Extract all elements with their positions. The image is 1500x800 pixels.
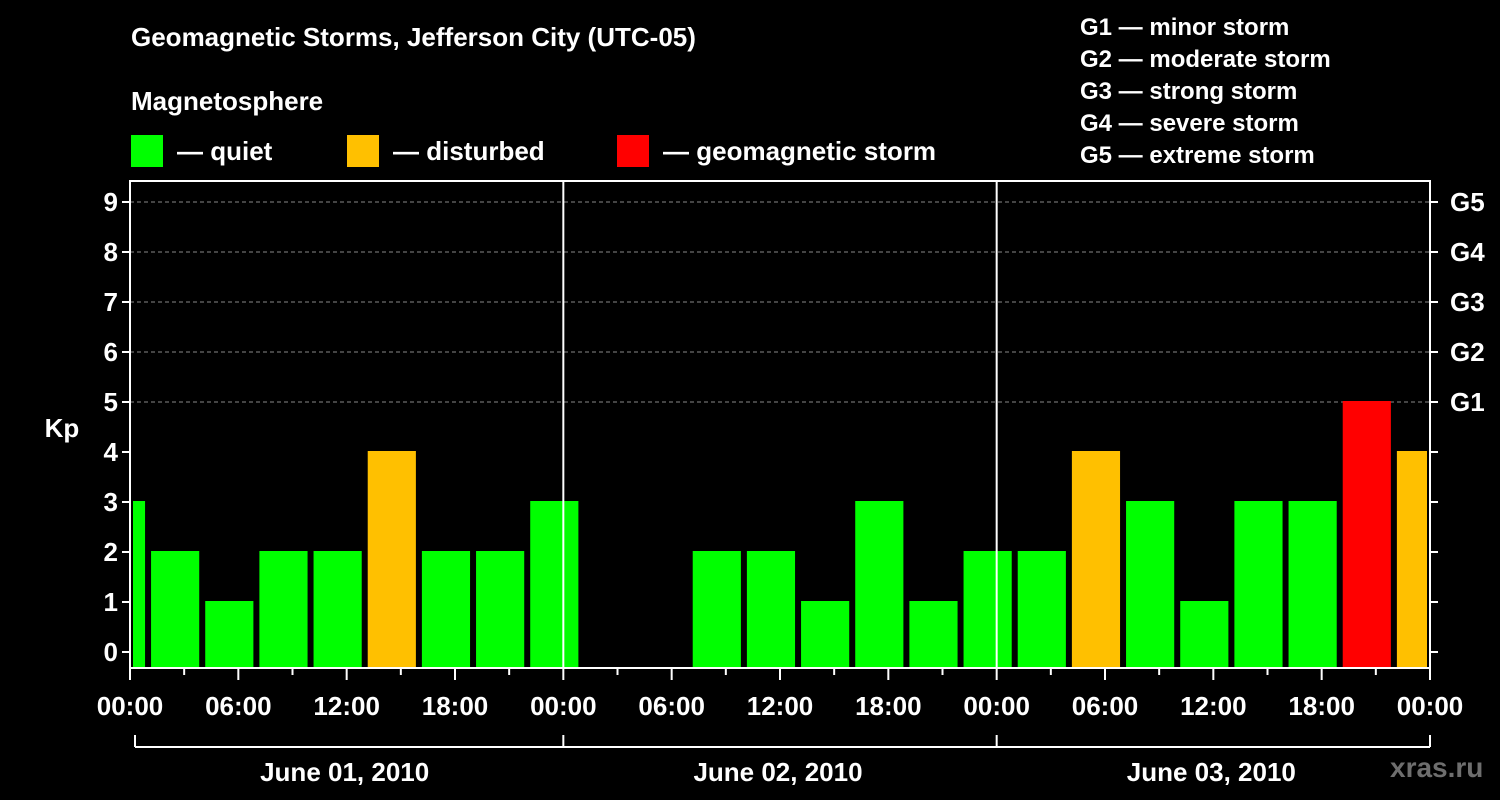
- xtick-label-0: 00:00: [97, 691, 164, 721]
- right-tick-label-g4: G4: [1450, 237, 1485, 267]
- storm-scale-g4: G4 — severe storm: [1080, 110, 1299, 137]
- ytick-label-5: 5: [104, 387, 118, 417]
- right-tick-label-g1: G1: [1450, 387, 1485, 417]
- bar-18: [1180, 601, 1229, 668]
- xtick-label-5: 06:00: [638, 691, 705, 721]
- xtick-label-2: 12:00: [313, 691, 380, 721]
- xtick-label-11: 18:00: [1288, 691, 1355, 721]
- bar-5: [367, 451, 416, 668]
- bar-20: [1288, 501, 1337, 668]
- bar-0: [133, 501, 146, 668]
- xtick-label-7: 18:00: [855, 691, 922, 721]
- storm-scale-g5: G5 — extreme storm: [1080, 142, 1315, 169]
- legend-label-quiet: — quiet: [177, 135, 273, 166]
- xtick-label-1: 06:00: [205, 691, 272, 721]
- ytick-label-9: 9: [104, 187, 118, 217]
- bar-10: [746, 551, 796, 668]
- magnetosphere-label: Magnetosphere: [131, 86, 324, 116]
- bar-15: [1017, 551, 1066, 668]
- legend-disturbed: — disturbed: [347, 134, 545, 168]
- ytick-label-4: 4: [104, 437, 119, 467]
- bar-2: [205, 601, 254, 668]
- xtick-label-8: 00:00: [963, 691, 1030, 721]
- bar-8: [530, 501, 579, 668]
- legend-storm: — geomagnetic storm: [617, 134, 936, 168]
- ytick-label-1: 1: [104, 587, 118, 617]
- right-tick-label-g3: G3: [1450, 287, 1485, 317]
- legend-swatch-disturbed: [347, 135, 379, 167]
- legend-swatch-quiet: [131, 135, 163, 167]
- xtick-label-12: 00:00: [1397, 691, 1464, 721]
- day-label-1: June 02, 2010: [693, 757, 862, 787]
- day-label-2: June 03, 2010: [1127, 757, 1296, 787]
- bar-13: [909, 601, 958, 668]
- bar-11: [801, 601, 850, 668]
- legend-quiet: — quiet: [131, 134, 272, 168]
- bar-4: [313, 551, 362, 668]
- xtick-label-3: 18:00: [422, 691, 489, 721]
- day-label-0: June 01, 2010: [260, 757, 429, 787]
- chart-title: Geomagnetic Storms, Jefferson City (UTC-…: [131, 22, 696, 52]
- bar-17: [1126, 501, 1175, 668]
- ytick-label-0: 0: [104, 637, 118, 667]
- ytick-label-8: 8: [104, 237, 118, 267]
- legend-label-storm: — geomagnetic storm: [663, 135, 937, 166]
- bar-16: [1071, 451, 1121, 668]
- right-tick-label-g2: G2: [1450, 337, 1485, 367]
- bar-3: [259, 551, 308, 668]
- ytick-label-6: 6: [104, 337, 118, 367]
- right-tick-label-g5: G5: [1450, 187, 1485, 217]
- y-axis-title: Kp: [45, 413, 80, 443]
- bar-1: [151, 551, 200, 668]
- bar-22: [1396, 451, 1427, 668]
- xtick-label-4: 00:00: [530, 691, 597, 721]
- bar-6: [421, 551, 471, 668]
- bar-21: [1342, 401, 1391, 668]
- ytick-label-7: 7: [104, 287, 118, 317]
- bar-19: [1234, 501, 1283, 668]
- bar-7: [476, 551, 525, 668]
- ytick-label-2: 2: [104, 537, 118, 567]
- xtick-label-10: 12:00: [1180, 691, 1247, 721]
- watermark: xras.ru: [1390, 752, 1484, 783]
- xtick-label-9: 06:00: [1072, 691, 1139, 721]
- storm-scale-g1: G1 — minor storm: [1080, 14, 1290, 41]
- xtick-label-6: 12:00: [747, 691, 814, 721]
- storm-scale-g3: G3 — strong storm: [1080, 78, 1298, 105]
- legend-swatch-storm: [617, 135, 649, 167]
- bar-9: [692, 551, 741, 668]
- bar-12: [855, 501, 904, 668]
- bar-14: [963, 551, 1012, 668]
- storm-scale-g2: G2 — moderate storm: [1080, 46, 1331, 73]
- legend-label-disturbed: — disturbed: [393, 135, 545, 166]
- ytick-label-3: 3: [104, 487, 118, 517]
